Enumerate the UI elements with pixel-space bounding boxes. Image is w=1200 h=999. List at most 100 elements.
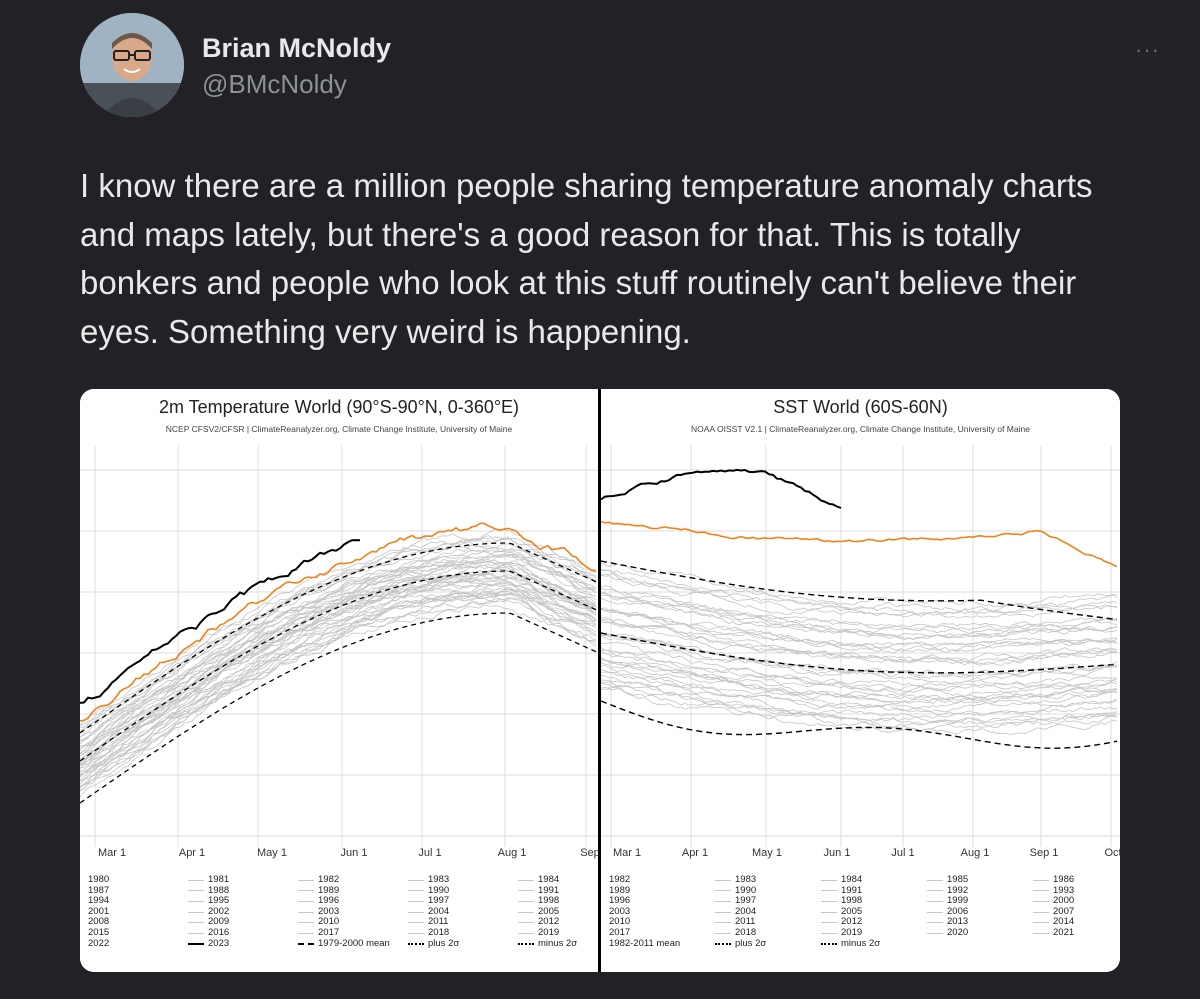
legend-label: 1996 [318, 895, 340, 907]
legend-label: 2020 [947, 926, 969, 938]
legend-label: 1984 [841, 874, 863, 885]
year-line [601, 680, 1118, 729]
legend-entry: 2004 [408, 906, 518, 918]
x-tick-label: Sep 1 [1029, 847, 1059, 859]
legend-label: 1991 [841, 884, 863, 896]
legend-entry: 1996 [298, 896, 408, 907]
legend-swatch [927, 932, 943, 934]
legend-entry: 2011 [408, 917, 518, 928]
tweet-media-image[interactable]: 2m Temperature World (90°S-90°N, 0-360°E… [80, 389, 1120, 972]
legend-label: 1982 [609, 874, 631, 885]
legend-label: 2001 [88, 905, 110, 917]
legend-swatch [715, 922, 731, 924]
legend-swatch [715, 942, 731, 945]
legend-swatch [298, 900, 314, 902]
legend-entry: 1989 [609, 885, 715, 897]
legend-label: 1982 [318, 874, 340, 885]
legend-swatch [1033, 879, 1049, 881]
legend-label: 2005 [538, 905, 560, 917]
x-tick-label: Jul 1 [891, 847, 915, 859]
legend-swatch [1033, 900, 1049, 902]
legend-entry: minus 2σ [518, 937, 598, 950]
plus-2sigma-line [601, 560, 1118, 621]
legend-entry: 1981 [188, 874, 298, 886]
legend-entry: minus 2σ [821, 938, 927, 950]
year-line [601, 650, 1118, 697]
year-line [80, 581, 597, 774]
legend-label: 1990 [428, 884, 450, 896]
legend-entry: 2017 [298, 927, 408, 939]
chart-legend: 1982 1983 1984 1985 1986 1989 1990 1991 1992 1993… [609, 874, 1113, 950]
x-tick-label: May 1 [752, 847, 782, 859]
chart-subtitle: NCEP CFSV2/CFSR | ClimateReanalyzer.org,… [165, 424, 513, 434]
legend-label: 2021 [1053, 926, 1075, 938]
chart-plot-area [80, 441, 598, 847]
legend-label: 2011 [428, 916, 449, 928]
more-options-icon[interactable]: ··· [1135, 37, 1160, 62]
legend-swatch [1033, 932, 1049, 934]
avatar[interactable] [80, 13, 184, 117]
x-tick-label: Mar 1 [612, 847, 642, 859]
year-line [601, 574, 1118, 619]
author-handle[interactable]: @BMcNoldy [202, 69, 347, 99]
legend-label: 1998 [841, 895, 863, 907]
legend-entry: 1990 [408, 884, 518, 897]
legend-entry: 1984 [821, 874, 927, 886]
chart-subtitle: NOAA OISST V2.1 | ClimateReanalyzer.org,… [691, 424, 1030, 434]
legend-swatch [518, 900, 534, 902]
year-line [80, 590, 597, 785]
year-line [80, 561, 597, 759]
legend-swatch [408, 932, 424, 934]
legend-label: 1985 [947, 874, 969, 885]
legend-swatch [715, 879, 731, 881]
legend-label: 2018 [735, 926, 757, 938]
legend-swatch [188, 911, 204, 913]
legend-label: plus 2σ [428, 937, 460, 949]
tweet-header: Brian McNoldy @BMcNoldy ··· [80, 13, 1160, 117]
year-line [601, 659, 1118, 705]
legend-entry: 2000 [1033, 896, 1113, 907]
legend-entry: 1992 [927, 884, 1033, 897]
year-line [80, 597, 597, 790]
legend-swatch [821, 890, 837, 892]
legend-label: minus 2σ [538, 937, 578, 949]
legend-swatch [518, 932, 534, 934]
legend-label: 1994 [88, 895, 110, 907]
legend-swatch [821, 900, 837, 902]
legend-label: 1996 [609, 895, 631, 907]
author-name[interactable]: Brian McNoldy [202, 33, 392, 63]
legend-entry: 2011 [715, 917, 821, 928]
legend-label: 2003 [609, 905, 631, 917]
year-line [601, 636, 1118, 684]
legend-swatch [298, 879, 314, 881]
legend-label: 1980 [88, 874, 110, 885]
tweet-text: I know there are a million people sharin… [80, 167, 1093, 350]
year-line [80, 577, 597, 769]
legend-label: 1992 [947, 884, 969, 896]
legend-swatch [408, 879, 424, 881]
legend-entry: 1989 [298, 885, 408, 897]
year-line [80, 604, 597, 798]
legend-swatch [518, 879, 534, 881]
year-line [601, 681, 1118, 729]
legend-entry: 2013 [927, 917, 1033, 928]
legend-swatch [715, 911, 731, 913]
legend-swatch [715, 932, 731, 934]
legend-swatch [1033, 911, 1049, 913]
chart-title: SST World (60S-60N) [773, 397, 948, 417]
legend-label: 2017 [609, 926, 631, 938]
legend-entry: 1986 [1033, 874, 1113, 886]
legend-entry: 1985 [927, 874, 1033, 886]
legend-swatch [188, 900, 204, 902]
legend-entry: 2022 [88, 937, 188, 950]
legend-entry: 2005 [518, 905, 598, 918]
legend-entry: 2008 [88, 917, 188, 928]
legend-label: 1998 [538, 895, 560, 907]
legend-swatch [298, 911, 314, 913]
x-tick-label: Jun 1 [823, 847, 851, 859]
legend-label: 2022 [88, 937, 110, 949]
legend-entry: 2017 [609, 926, 715, 939]
year-2023-line [601, 468, 842, 509]
legend-entry: 2004 [715, 906, 821, 918]
legend-entry: 2007 [1033, 906, 1113, 918]
